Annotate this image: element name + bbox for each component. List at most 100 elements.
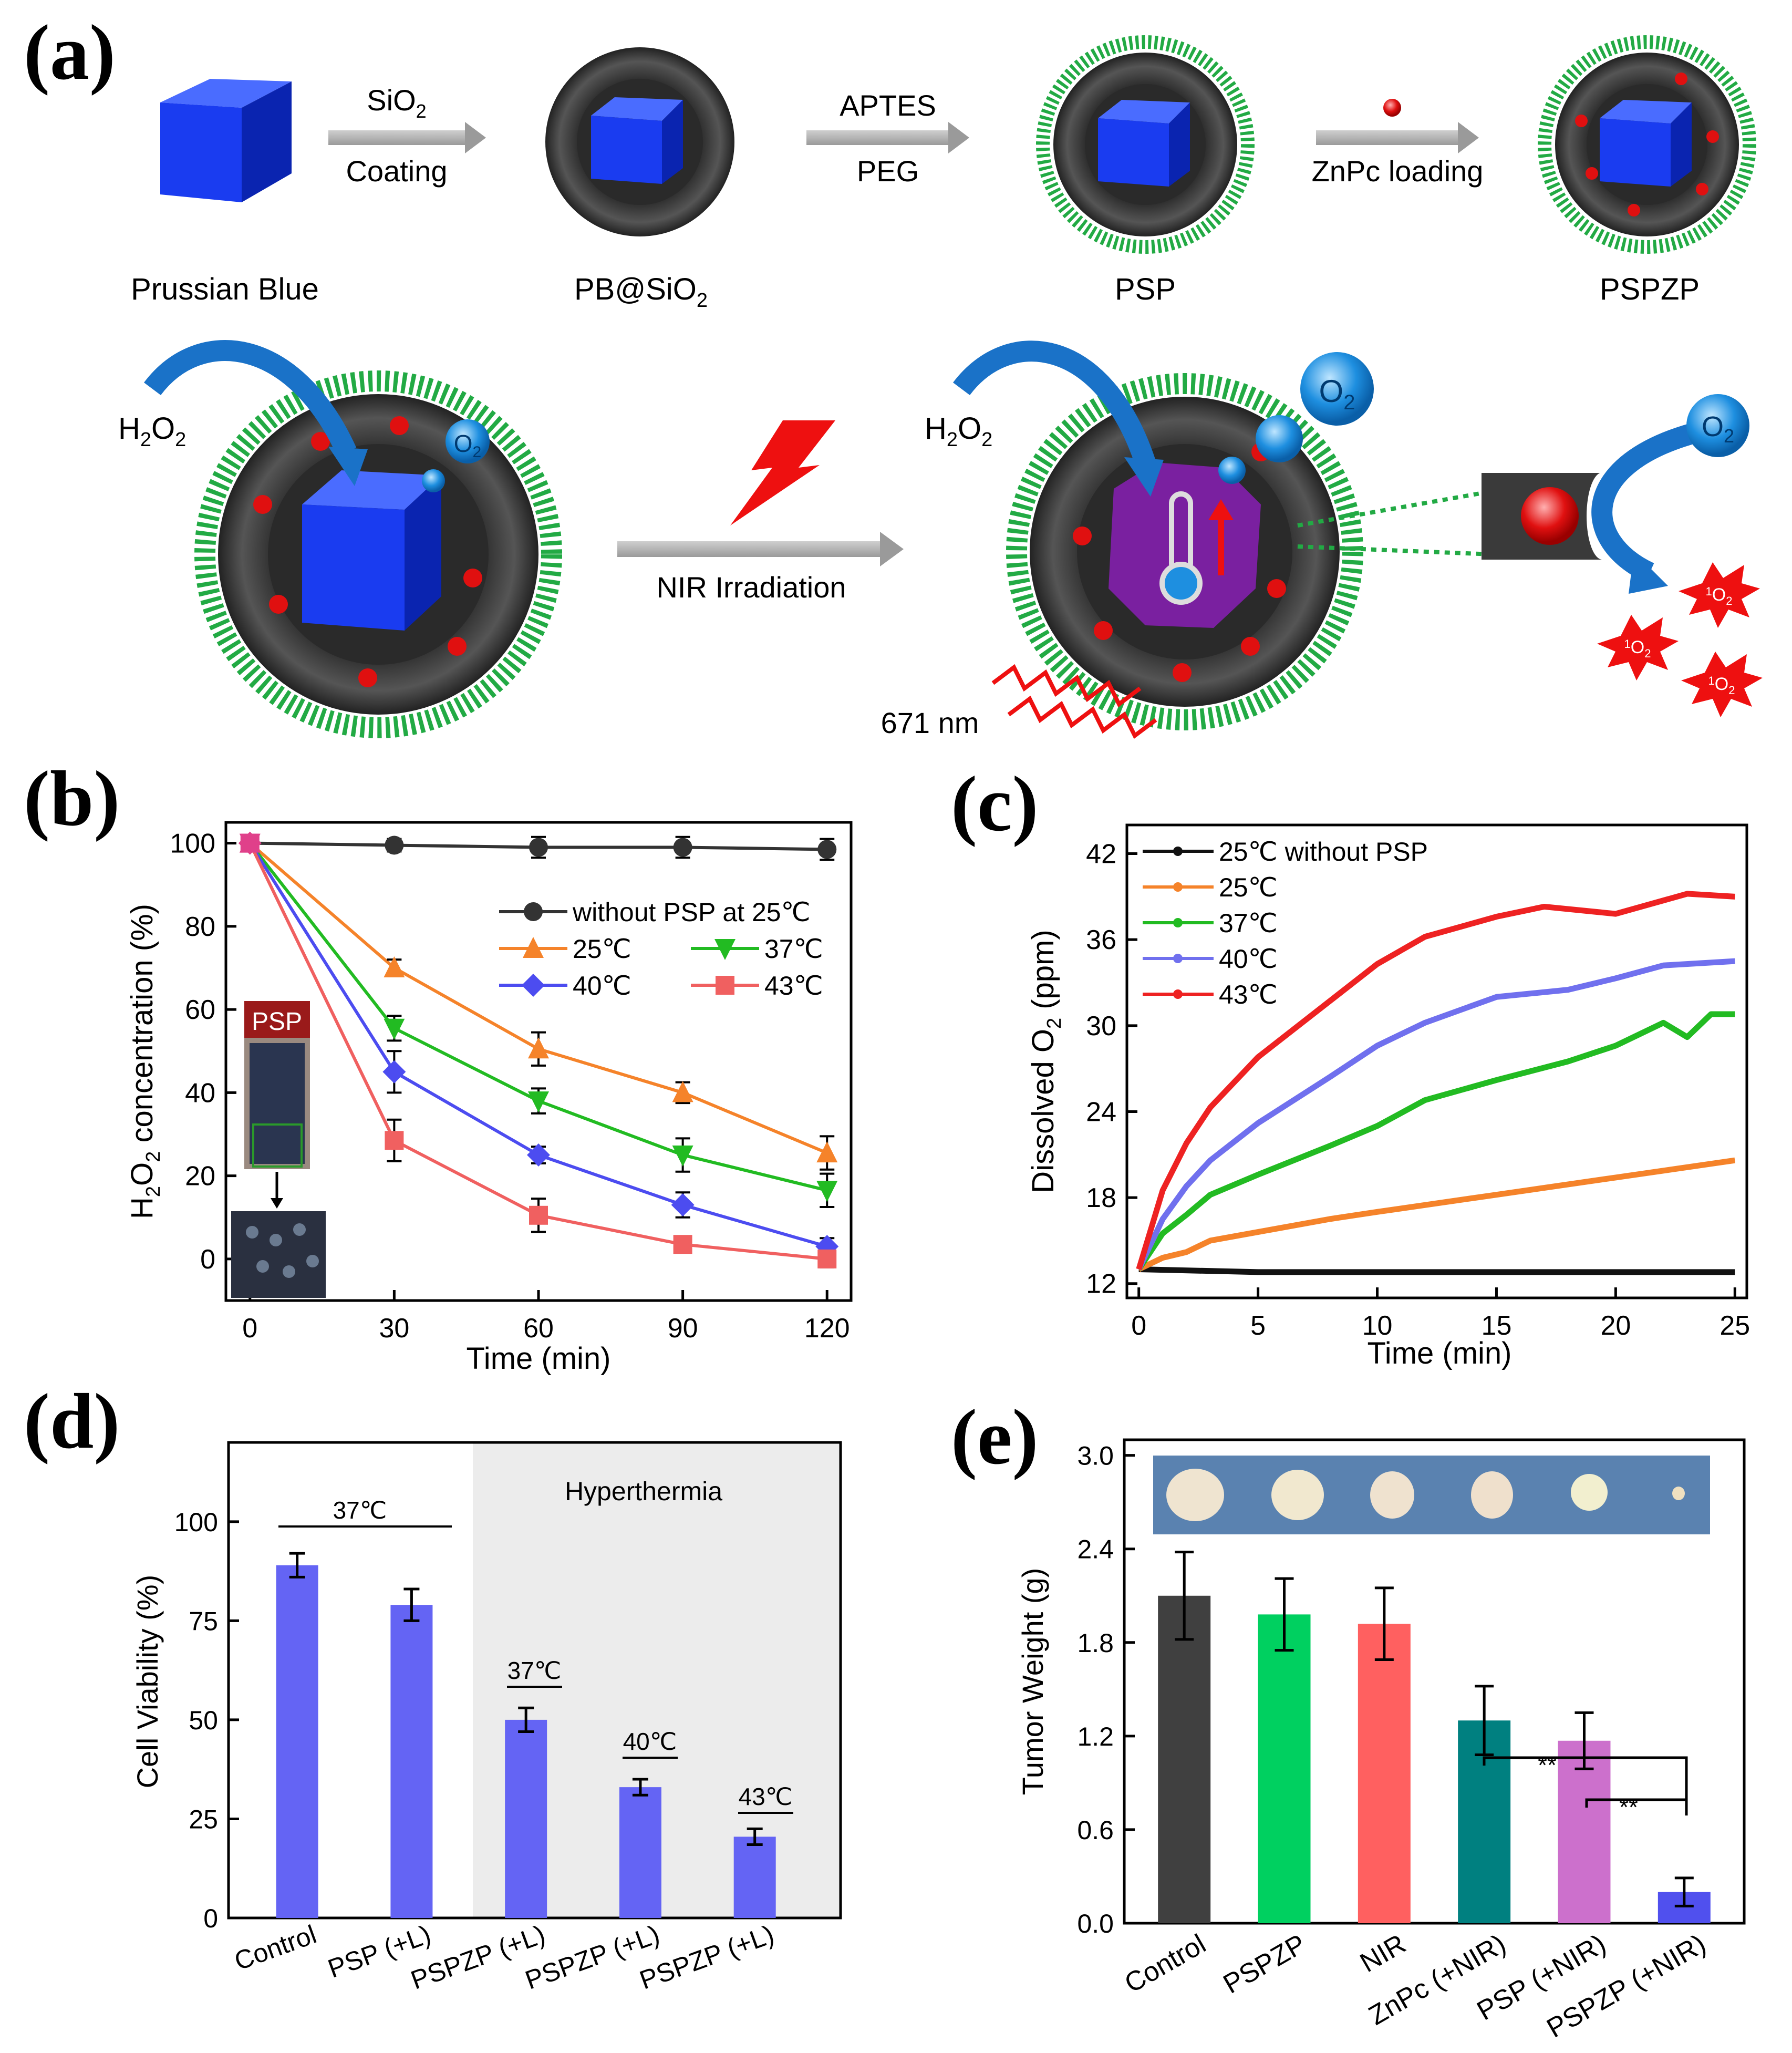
- h2o2-arrow-left: [144, 340, 357, 457]
- legend-label: 25℃: [573, 934, 631, 964]
- chart-c-legend: 25℃ without PSP 25℃ 37℃ 40℃ 43℃: [1143, 837, 1428, 1009]
- significance-marker-2: **: [1619, 1793, 1638, 1821]
- znpc-dot-icon: [1383, 99, 1401, 117]
- pore-closeup: [1482, 472, 1618, 560]
- x-tick-label: Control: [1120, 1928, 1211, 1999]
- o2-bubble-pore-icon: [1686, 394, 1749, 457]
- legend-marker: [524, 902, 543, 921]
- bar: [1358, 1624, 1411, 1923]
- legend-marker: [522, 974, 545, 997]
- arrow1-top-label: SiO2: [367, 84, 426, 122]
- svg-text:1O2: 1O2: [1708, 674, 1735, 697]
- chart-d-axes: 0 25 50 75 100: [174, 1508, 239, 1933]
- legend-marker: [1173, 954, 1183, 963]
- x-tick-label: 90: [668, 1313, 698, 1344]
- arrow2-top-label: APTES: [840, 89, 936, 122]
- singlet-oxygen-burst-2: 1O2: [1597, 615, 1679, 680]
- series-line: [1136, 1011, 1735, 1271]
- pb-sio2-particle: [545, 47, 734, 236]
- h2o2-arrow-right: [953, 341, 1155, 466]
- y-tick-label: 50: [189, 1706, 218, 1735]
- group-label-control: 37℃: [333, 1497, 387, 1524]
- y-tick-label: 12: [1086, 1269, 1116, 1299]
- series-line: [1136, 891, 1735, 1271]
- bar: [390, 1605, 433, 1918]
- data-point: [817, 1249, 837, 1268]
- legend-label: 40℃: [573, 971, 631, 1000]
- panel-d-label: (d): [24, 1378, 120, 1465]
- singlet-oxygen-burst-3: 1O2: [1681, 652, 1763, 717]
- chart-c-ylabel: Dissolved O2 (ppm): [1026, 930, 1065, 1193]
- znpc-molecule-icon: [1521, 487, 1579, 545]
- significance-marker-1: **: [1538, 1751, 1557, 1779]
- step-pb-sio2: PB@SiO2: [574, 272, 708, 312]
- x-tick-label: 60: [523, 1313, 554, 1344]
- series-line: [1137, 1157, 1736, 1272]
- group-label-43: 43℃: [739, 1783, 793, 1810]
- y-tick-label: 0: [203, 1904, 218, 1933]
- y-tick-label: 3.0: [1077, 1441, 1114, 1471]
- data-point: [671, 1193, 695, 1216]
- step-psp: PSP: [1115, 272, 1176, 306]
- data-point: [384, 956, 405, 977]
- h2o2-label-left: H2O2: [118, 411, 186, 451]
- series-line: [1136, 958, 1735, 1271]
- panel-a: (a) Prussian Blue SiO2 Coating PB@SiO2: [24, 9, 1763, 739]
- panel-c-label: (c): [951, 760, 1038, 848]
- x-tick-label: NIR: [1355, 1928, 1411, 1978]
- data-point: [528, 1037, 549, 1059]
- o2-conversion-arrow: [1591, 420, 1705, 583]
- y-tick-label: 75: [189, 1606, 218, 1636]
- x-tick-label: Control: [231, 1920, 320, 1976]
- data-point: [672, 1081, 693, 1102]
- chart-c-plot: [1136, 891, 1736, 1275]
- data-point: [385, 835, 404, 855]
- legend-marker: [716, 976, 734, 995]
- o2-bubble-left-icon: [446, 419, 490, 463]
- bar: [276, 1565, 318, 1918]
- data-point: [382, 1060, 406, 1084]
- thermometer-icon: [1159, 562, 1203, 605]
- svg-text:1O2: 1O2: [1624, 637, 1651, 660]
- x-tick-label: 30: [379, 1313, 409, 1344]
- y-tick-label: 42: [1086, 839, 1116, 870]
- svg-text:1O2: 1O2: [1706, 585, 1733, 607]
- tumor-photo: [1153, 1456, 1710, 1534]
- legend-label: 40℃: [1219, 944, 1278, 974]
- x-tick-label: 15: [1482, 1311, 1512, 1341]
- y-tick-label: 80: [185, 912, 215, 942]
- step-pspzp: PSPZP: [1600, 272, 1700, 306]
- temperature-up-arrow-icon: [1208, 499, 1234, 520]
- x-tick-label: 10: [1362, 1311, 1393, 1341]
- y-tick-label: 20: [185, 1161, 215, 1192]
- o2-bubble-large-icon: [1300, 352, 1374, 426]
- data-point: [240, 833, 260, 853]
- x-tick-label: 25: [1720, 1311, 1750, 1341]
- legend-label: 43℃: [1219, 980, 1278, 1009]
- o2-bubble-tiny-icon: [1218, 457, 1246, 484]
- legend-marker: [1173, 847, 1183, 856]
- arrow-coating: [328, 122, 486, 153]
- step-prussian-blue: Prussian Blue: [131, 272, 319, 306]
- series-line: [248, 842, 827, 1192]
- legend-label: 37℃: [764, 934, 823, 964]
- inset-magnified-image: [231, 1211, 326, 1298]
- zoom-line-top: [1297, 489, 1493, 528]
- panel-b-label: (b): [24, 755, 120, 842]
- x-tick-label: 5: [1250, 1311, 1266, 1341]
- chart-e-frame: [1123, 1438, 1746, 1925]
- data-point: [673, 838, 692, 857]
- zoom-line-bottom: [1297, 544, 1493, 556]
- bar: [1558, 1740, 1611, 1923]
- y-tick-label: 0: [200, 1244, 215, 1275]
- o2-bubble-mid-icon: [1256, 415, 1303, 462]
- x-tick-label: 20: [1600, 1311, 1631, 1341]
- legend-marker: [1173, 882, 1183, 892]
- legend-marker: [523, 937, 544, 958]
- o2-bubble-small-icon: [422, 469, 445, 492]
- bar: [1158, 1595, 1211, 1923]
- chart-e-axes: 0.0 0.6 1.2 1.8 2.4 3.0: [1077, 1441, 1135, 1938]
- y-tick-label: 36: [1086, 925, 1116, 955]
- y-tick-label: 0.6: [1077, 1815, 1114, 1845]
